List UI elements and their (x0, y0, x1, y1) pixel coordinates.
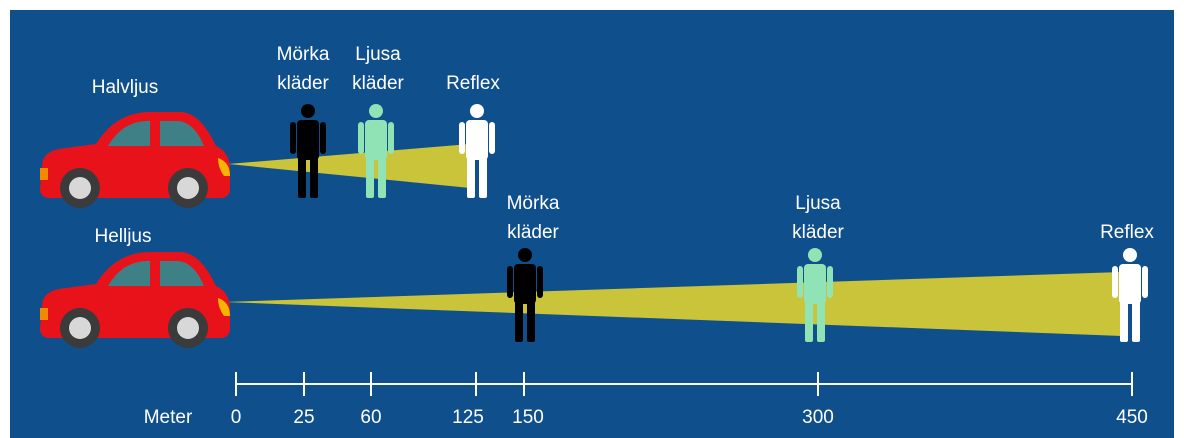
person-arm (358, 122, 364, 154)
scale-tick-label: 450 (1116, 407, 1148, 428)
figure-label: Reflex (446, 73, 500, 94)
figure-label: kläder (352, 73, 404, 94)
scale-tick-label: 60 (360, 407, 381, 428)
person-arm (459, 122, 465, 154)
figure-label: kläder (792, 222, 844, 243)
person-head (470, 104, 484, 118)
person-arm (827, 266, 833, 298)
person-arm (1112, 266, 1118, 298)
person-body (466, 120, 488, 160)
row-label: Helljus (94, 226, 151, 247)
person-leg (1120, 300, 1128, 342)
person-leg (479, 156, 487, 198)
person-head (301, 104, 315, 118)
scale-label: Meter (144, 407, 193, 428)
person-head (369, 104, 383, 118)
person-leg (298, 156, 306, 198)
row-label: Halvljus (92, 77, 159, 98)
person-leg (805, 300, 813, 342)
person-arm (320, 122, 326, 154)
figure-label: Ljusa (355, 44, 401, 65)
person-leg (378, 156, 386, 198)
scale-tick-label: 125 (452, 407, 484, 428)
person-head (808, 248, 822, 262)
person-arm (797, 266, 803, 298)
person-leg (515, 300, 523, 342)
person-body (804, 264, 826, 304)
person-head (518, 248, 532, 262)
figure-label: Ljusa (795, 193, 841, 214)
person-head (1123, 248, 1137, 262)
person-arm (290, 122, 296, 154)
person-arm (489, 122, 495, 154)
person-leg (527, 300, 535, 342)
figure-label: Mörka (507, 193, 560, 214)
figure-label: kläder (507, 222, 559, 243)
person-body (1119, 264, 1141, 304)
person-leg (310, 156, 318, 198)
person-arm (537, 266, 543, 298)
person-arm (1142, 266, 1148, 298)
figure-label: kläder (277, 73, 329, 94)
figure-label: Mörka (277, 44, 330, 65)
scale-tick-label: 25 (293, 407, 314, 428)
scale-tick-label: 0 (231, 407, 242, 428)
person-body (514, 264, 536, 304)
person-leg (467, 156, 475, 198)
figure-label: Reflex (1100, 222, 1154, 243)
person-arm (388, 122, 394, 154)
person-body (297, 120, 319, 160)
person-leg (1132, 300, 1140, 342)
person-leg (366, 156, 374, 198)
person-arm (507, 266, 513, 298)
scale-tick-label: 300 (802, 407, 834, 428)
scale-tick-label: 150 (512, 407, 544, 428)
person-leg (817, 300, 825, 342)
person-body (365, 120, 387, 160)
background (10, 10, 1174, 438)
diagram: Halvljus Helljus Meter Mörka kläder Ljusa k… (0, 0, 1184, 438)
